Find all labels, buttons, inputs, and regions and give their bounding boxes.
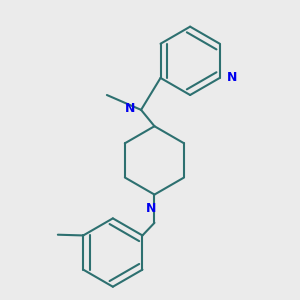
Text: N: N xyxy=(227,71,238,84)
Text: N: N xyxy=(146,202,157,215)
Text: N: N xyxy=(125,102,135,115)
